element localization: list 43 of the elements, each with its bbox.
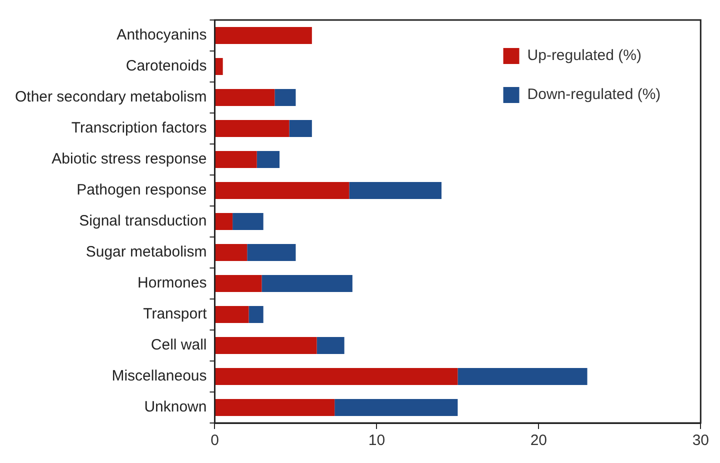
y-tick-label: Miscellaneous xyxy=(112,368,207,385)
x-tick-label: 0 xyxy=(210,432,219,450)
y-tick-label: Other secondary metabolism xyxy=(15,88,207,106)
y-tick-label: Carotenoids xyxy=(126,58,207,75)
bar xyxy=(289,120,312,138)
y-tick-label: Transport xyxy=(143,306,208,323)
bar xyxy=(349,182,442,200)
y-tick-label: Unknown xyxy=(144,398,207,416)
bar xyxy=(215,368,458,386)
legend-label: Up-regulated (%) xyxy=(527,47,642,64)
y-tick-label: Anthocyanins xyxy=(116,26,207,44)
x-tick-label: 20 xyxy=(530,432,548,450)
bar xyxy=(215,336,317,354)
bar xyxy=(215,120,290,138)
bar xyxy=(316,336,344,354)
bar xyxy=(215,88,275,106)
legend-label: Down-regulated (%) xyxy=(527,86,661,104)
y-tick-label: Abiotic stress response xyxy=(52,150,207,168)
bar xyxy=(274,88,296,106)
bar xyxy=(262,274,352,292)
bar xyxy=(215,212,233,230)
bar xyxy=(215,150,257,168)
bar xyxy=(232,212,264,230)
bar xyxy=(215,58,223,76)
bar xyxy=(458,368,588,386)
bar xyxy=(248,306,264,324)
bar xyxy=(256,150,280,168)
x-tick-label: 30 xyxy=(692,432,709,450)
bar xyxy=(215,244,248,262)
y-tick-label: Transcription factors xyxy=(71,120,207,137)
y-tick-label: Signal transduction xyxy=(79,212,207,230)
bar xyxy=(215,398,335,416)
x-tick-label: 10 xyxy=(368,432,386,450)
bar xyxy=(215,26,312,44)
y-tick-label: Pathogen response xyxy=(76,182,207,199)
bar xyxy=(215,182,350,200)
bar xyxy=(215,306,249,324)
y-tick-label: Hormones xyxy=(138,274,207,292)
bar xyxy=(334,398,458,416)
y-tick-label: Cell wall xyxy=(150,336,207,354)
bar xyxy=(215,274,262,292)
bar xyxy=(247,244,296,262)
y-tick-label: Sugar metabolism xyxy=(86,244,207,261)
